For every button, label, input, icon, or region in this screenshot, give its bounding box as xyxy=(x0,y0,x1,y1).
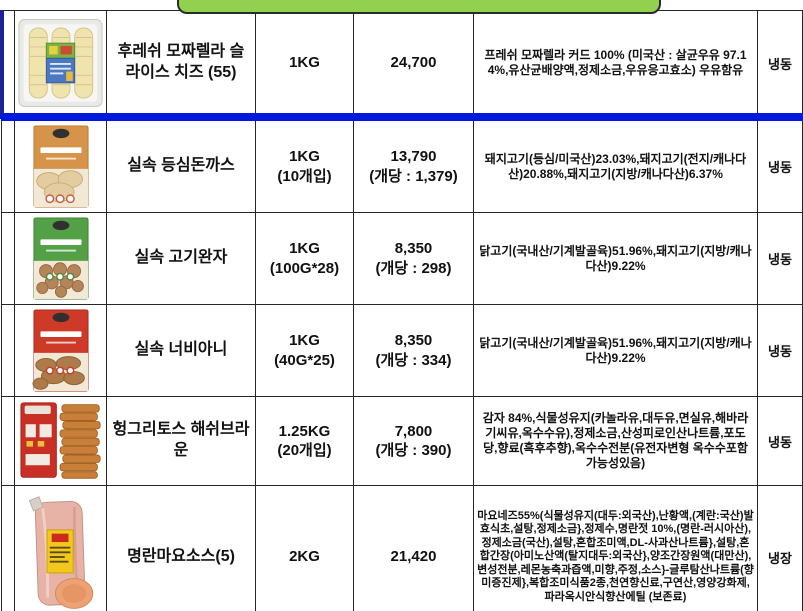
spacer-cell xyxy=(1,212,15,305)
product-weight: 2KG xyxy=(255,485,354,611)
product-image-mozzarella xyxy=(16,11,106,115)
product-image-meatball xyxy=(16,214,106,304)
spacer-cell xyxy=(1,485,15,611)
product-ingredients: 닭고기(국내산/기계발골육)51.96%,돼지고기(지방/캐나다산)9.22% xyxy=(473,304,758,397)
table-row: 실속 너비아니 1KG (40G*25) 8,350 (개당 : 334) 닭고기(… xyxy=(1,304,803,397)
product-price: 8,350 (개당 : 298) xyxy=(353,212,474,305)
storage-type: 냉동 xyxy=(757,10,803,119)
product-weight: 1KG (40G*25) xyxy=(255,304,354,397)
storage-type: 냉동 xyxy=(757,304,803,397)
product-image-hashbrown xyxy=(16,398,106,485)
product-price: 21,420 xyxy=(353,485,474,611)
product-image-mayo-sauce xyxy=(16,487,106,611)
product-price: 8,350 (개당 : 334) xyxy=(353,304,474,397)
table-row: 실속 고기완자 1KG (100G*28) 8,350 (개당 : 298) 닭고기… xyxy=(1,212,803,305)
product-image-neobiani xyxy=(16,306,106,396)
product-image-pork-cutlet xyxy=(16,124,106,212)
navy-left-accent-line xyxy=(0,10,4,114)
product-ingredients: 마요네즈55%(식물성유지(대두:외국산),난황액,(계란:국산)발효식초,설탕… xyxy=(473,485,758,611)
product-name: 헝그리토스 해쉬브라운 xyxy=(106,396,256,486)
blue-divider-line xyxy=(0,113,803,119)
product-ingredients: 돼지고기(등심/미국산)23.03%,돼지고기(전지/캐나다산)20.88%,돼… xyxy=(473,115,758,213)
product-name: 실속 너비아니 xyxy=(106,304,256,397)
table-row: 명란마요소스(5) 2KG 21,420 마요네즈55%(식물성유지(대두:외국… xyxy=(1,485,803,611)
spacer-cell xyxy=(1,396,15,486)
storage-type: 냉동 xyxy=(757,396,803,486)
product-name: 실속 고기완자 xyxy=(106,212,256,305)
product-name: 명란마요소스(5) xyxy=(106,485,256,611)
product-ingredients: 감자 84%,식물성유지(카놀라유,대두유,면실유,해바라기씨유,옥수수유),정… xyxy=(473,396,758,486)
spacer-cell xyxy=(1,115,15,213)
product-ingredients: 닭고기(국내산/기계발골육)51.96%,돼지고기(지방/캐나다산)9.22% xyxy=(473,212,758,305)
product-price: 24,700 xyxy=(353,10,474,119)
storage-type: 냉장 xyxy=(757,485,803,611)
table-row: 실속 등심돈까스 1KG (10개입) 13,790 (개당 : 1,379) 돼지… xyxy=(1,115,803,213)
spacer-cell xyxy=(1,304,15,397)
product-weight: 1KG (100G*28) xyxy=(255,212,354,305)
product-price: 13,790 (개당 : 1,379) xyxy=(353,115,474,213)
green-header-bar-remnant xyxy=(177,0,661,14)
table-row: 후레쉬 모짜렐라 슬라이스 치즈 (55) 1KG 24,700 프레쉬 모짜렐… xyxy=(1,10,803,119)
table-row: 헝그리토스 해쉬브라운 1.25KG (20개입) 7,800 (개당 : 390)… xyxy=(1,396,803,486)
product-ingredients: 프레쉬 모짜렐라 커드 100% (미국산 : 살균우유 97.14%,유산균배… xyxy=(473,10,758,119)
product-weight: 1KG xyxy=(255,10,354,119)
product-weight: 1.25KG (20개입) xyxy=(255,396,354,486)
product-weight: 1KG (10개입) xyxy=(255,115,354,213)
product-name: 후레쉬 모짜렐라 슬라이스 치즈 (55) xyxy=(106,10,256,119)
storage-type: 냉동 xyxy=(757,212,803,305)
product-name: 실속 등심돈까스 xyxy=(106,115,256,213)
product-price: 7,800 (개당 : 390) xyxy=(353,396,474,486)
storage-type: 냉동 xyxy=(757,115,803,213)
product-table: 후레쉬 모짜렐라 슬라이스 치즈 (55) 1KG 24,700 프레쉬 모짜렐… xyxy=(1,10,803,611)
